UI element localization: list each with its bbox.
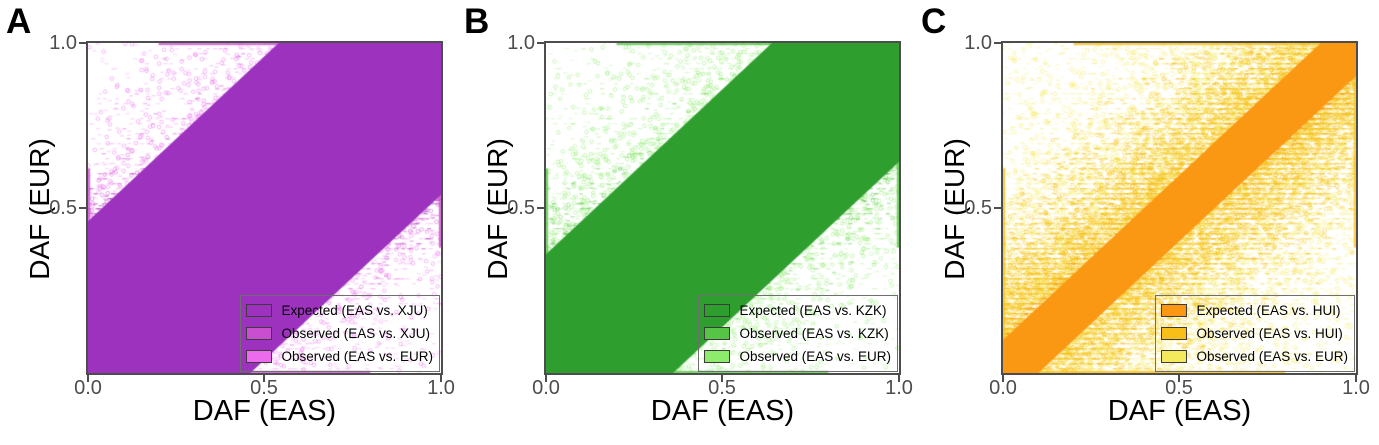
legend-item: Observed (EAS vs. XJU)	[246, 322, 433, 345]
x-axis-title: DAF (EAS)	[192, 395, 337, 427]
legend-label: Observed (EAS vs. KZK)	[739, 326, 889, 341]
legend-swatch	[704, 327, 731, 340]
y-tick-mark	[537, 207, 544, 209]
legend-item: Observed (EAS vs. HUI)	[1161, 322, 1348, 345]
x-tick-mark	[721, 375, 723, 382]
x-tick-mark	[440, 375, 442, 382]
legend-swatch	[246, 350, 273, 363]
legend-item: Observed (EAS vs. EUR)	[1161, 345, 1348, 368]
scatter-canvas	[88, 43, 441, 373]
legend-label: Observed (EAS vs. EUR)	[1196, 349, 1348, 364]
x-tick-label: 1.0	[427, 377, 455, 399]
panel-a: A DAF (EUR) 1.0 0.5 Expected (EAS vs. XJ…	[0, 0, 464, 445]
x-axis-title: DAF (EAS)	[1107, 395, 1252, 427]
legend-label: Expected (EAS vs. XJU)	[281, 303, 428, 318]
y-tick-mark	[994, 207, 1001, 209]
legend-label: Observed (EAS vs. XJU)	[281, 326, 430, 341]
x-tick-mark	[898, 375, 900, 382]
legend-swatch	[246, 304, 273, 317]
legend-item: Observed (EAS vs. KZK)	[704, 322, 891, 345]
x-tick-label: 0.0	[74, 377, 102, 399]
legend-label: Observed (EAS vs. EUR)	[281, 349, 433, 364]
legend-item: Expected (EAS vs. KZK)	[704, 299, 891, 322]
legend-label: Expected (EAS vs. HUI)	[1196, 303, 1341, 318]
legend-item: Expected (EAS vs. HUI)	[1161, 299, 1348, 322]
legend-swatch	[1161, 350, 1188, 363]
panel-b: B DAF (EUR) 1.0 0.5 Expected (EAS vs. KZ…	[458, 0, 922, 445]
scatter-canvas	[546, 43, 899, 373]
x-tick-label: 1.0	[885, 377, 913, 399]
legend-label: Expected (EAS vs. KZK)	[739, 303, 887, 318]
y-tick-label: 0.5	[49, 197, 77, 219]
scatter-canvas	[1003, 43, 1356, 373]
x-tick-mark	[263, 375, 265, 382]
y-tick-mark	[79, 207, 86, 209]
y-tick-label: 0.5	[964, 197, 992, 219]
legend-label: Observed (EAS vs. HUI)	[1196, 326, 1343, 341]
y-tick-label: 1.0	[964, 32, 992, 54]
panel-letter-a: A	[6, 2, 32, 41]
x-tick-label: 0.0	[989, 377, 1017, 399]
panel-letter-c: C	[921, 2, 947, 41]
x-tick-label: 0.5	[250, 377, 278, 399]
plot-area: Expected (EAS vs. HUI) Observed (EAS vs.…	[1001, 41, 1358, 375]
legend-box: Expected (EAS vs. KZK) Observed (EAS vs.…	[698, 295, 898, 372]
x-tick-label: 0.0	[532, 377, 560, 399]
legend-swatch	[246, 327, 273, 340]
legend-item: Observed (EAS vs. EUR)	[246, 345, 433, 368]
legend-swatch	[1161, 304, 1188, 317]
x-axis-title: DAF (EAS)	[650, 395, 795, 427]
x-tick-mark	[1002, 375, 1004, 382]
plot-area: Expected (EAS vs. KZK) Observed (EAS vs.…	[544, 41, 901, 375]
x-tick-mark	[1178, 375, 1180, 382]
legend-swatch	[704, 304, 731, 317]
x-tick-mark	[87, 375, 89, 382]
x-tick-label: 0.5	[708, 377, 736, 399]
y-tick-label: 1.0	[507, 32, 535, 54]
panel-letter-b: B	[464, 2, 490, 41]
x-tick-mark	[1355, 375, 1357, 382]
legend-swatch	[704, 350, 731, 363]
y-tick-label: 1.0	[49, 32, 77, 54]
legend-item: Expected (EAS vs. XJU)	[246, 299, 433, 322]
x-tick-mark	[545, 375, 547, 382]
legend-box: Expected (EAS vs. XJU) Observed (EAS vs.…	[240, 295, 440, 372]
legend-swatch	[1161, 327, 1188, 340]
legend-item: Observed (EAS vs. EUR)	[704, 345, 891, 368]
y-tick-label: 0.5	[507, 197, 535, 219]
x-tick-label: 0.5	[1165, 377, 1193, 399]
y-tick-mark	[994, 42, 1001, 44]
legend-label: Observed (EAS vs. EUR)	[739, 349, 891, 364]
x-tick-label: 1.0	[1342, 377, 1370, 399]
y-tick-mark	[79, 42, 86, 44]
y-tick-mark	[537, 42, 544, 44]
plot-area: Expected (EAS vs. XJU) Observed (EAS vs.…	[86, 41, 443, 375]
legend-box: Expected (EAS vs. HUI) Observed (EAS vs.…	[1155, 295, 1355, 372]
panel-c: C DAF (EUR) 1.0 0.5 Expected (EAS vs. HU…	[915, 0, 1379, 445]
